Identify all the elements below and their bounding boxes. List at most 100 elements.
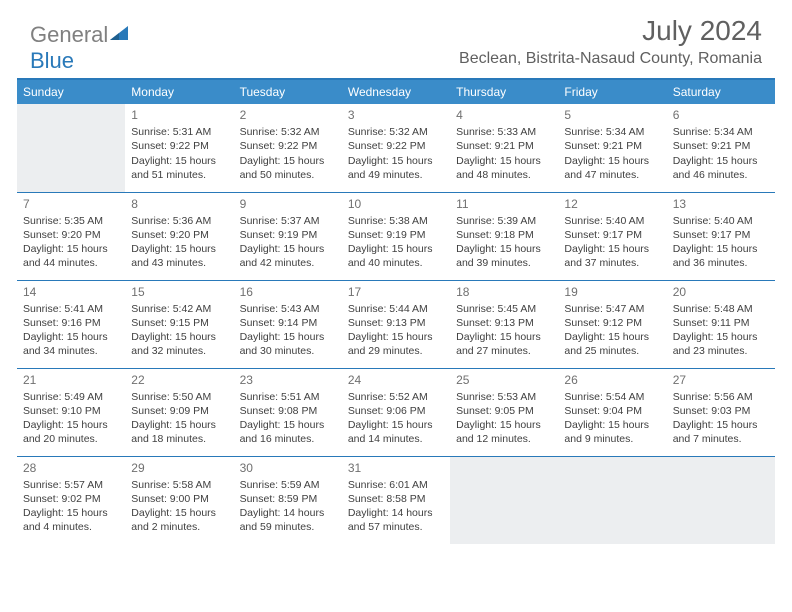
day-info-line: Daylight: 15 hours and 49 minutes. — [348, 154, 444, 182]
day-number: 12 — [564, 196, 660, 212]
day-info-line: Sunrise: 5:45 AM — [456, 302, 552, 316]
day-info-line: Sunrise: 5:38 AM — [348, 214, 444, 228]
day-number: 22 — [131, 372, 227, 388]
day-info-line: Sunset: 9:17 PM — [564, 228, 660, 242]
weekday-header: Saturday — [667, 79, 775, 104]
day-info-line: Daylight: 15 hours and 47 minutes. — [564, 154, 660, 182]
day-number: 4 — [456, 107, 552, 123]
day-number: 10 — [348, 196, 444, 212]
day-info-line: Sunrise: 5:52 AM — [348, 390, 444, 404]
day-info-line: Daylight: 15 hours and 32 minutes. — [131, 330, 227, 358]
day-info-line: Sunset: 9:08 PM — [240, 404, 336, 418]
day-number: 23 — [240, 372, 336, 388]
day-info-line: Sunrise: 5:39 AM — [456, 214, 552, 228]
day-info-line: Daylight: 15 hours and 2 minutes. — [131, 506, 227, 534]
calendar-week-row: 1Sunrise: 5:31 AMSunset: 9:22 PMDaylight… — [17, 104, 775, 192]
calendar-table: Sunday Monday Tuesday Wednesday Thursday… — [17, 78, 775, 544]
day-info-line: Sunrise: 5:59 AM — [240, 478, 336, 492]
day-number: 7 — [23, 196, 119, 212]
day-number: 29 — [131, 460, 227, 476]
calendar-day-cell — [450, 456, 558, 544]
day-info-line: Sunrise: 5:32 AM — [240, 125, 336, 139]
day-info-line: Daylight: 15 hours and 27 minutes. — [456, 330, 552, 358]
weekday-header: Tuesday — [234, 79, 342, 104]
day-info-line: Daylight: 15 hours and 40 minutes. — [348, 242, 444, 270]
calendar-day-cell: 27Sunrise: 5:56 AMSunset: 9:03 PMDayligh… — [667, 368, 775, 456]
weekday-header: Friday — [558, 79, 666, 104]
weekday-header: Thursday — [450, 79, 558, 104]
brand-logo: General Blue — [30, 20, 128, 74]
day-number: 27 — [673, 372, 769, 388]
day-info-line: Sunrise: 5:49 AM — [23, 390, 119, 404]
day-info-line: Daylight: 15 hours and 39 minutes. — [456, 242, 552, 270]
calendar-day-cell: 5Sunrise: 5:34 AMSunset: 9:21 PMDaylight… — [558, 104, 666, 192]
day-number: 25 — [456, 372, 552, 388]
day-info-line: Sunrise: 5:57 AM — [23, 478, 119, 492]
calendar-day-cell: 29Sunrise: 5:58 AMSunset: 9:00 PMDayligh… — [125, 456, 233, 544]
calendar-day-cell: 26Sunrise: 5:54 AMSunset: 9:04 PMDayligh… — [558, 368, 666, 456]
page-title: July 2024 — [642, 15, 762, 47]
day-number: 14 — [23, 284, 119, 300]
day-info-line: Daylight: 15 hours and 14 minutes. — [348, 418, 444, 446]
day-number: 21 — [23, 372, 119, 388]
day-number: 3 — [348, 107, 444, 123]
calendar-week-row: 14Sunrise: 5:41 AMSunset: 9:16 PMDayligh… — [17, 280, 775, 368]
day-info-line: Daylight: 15 hours and 34 minutes. — [23, 330, 119, 358]
calendar-day-cell: 28Sunrise: 5:57 AMSunset: 9:02 PMDayligh… — [17, 456, 125, 544]
day-number: 1 — [131, 107, 227, 123]
day-info-line: Sunset: 9:19 PM — [348, 228, 444, 242]
day-info-line: Sunset: 9:21 PM — [673, 139, 769, 153]
calendar-header-row: Sunday Monday Tuesday Wednesday Thursday… — [17, 79, 775, 104]
calendar-day-cell: 2Sunrise: 5:32 AMSunset: 9:22 PMDaylight… — [234, 104, 342, 192]
day-info-line: Sunset: 9:17 PM — [673, 228, 769, 242]
calendar-day-cell: 11Sunrise: 5:39 AMSunset: 9:18 PMDayligh… — [450, 192, 558, 280]
day-info-line: Daylight: 15 hours and 20 minutes. — [23, 418, 119, 446]
day-info-line: Sunset: 9:03 PM — [673, 404, 769, 418]
day-info-line: Daylight: 15 hours and 42 minutes. — [240, 242, 336, 270]
day-info-line: Sunrise: 5:44 AM — [348, 302, 444, 316]
day-number: 8 — [131, 196, 227, 212]
day-info-line: Daylight: 15 hours and 51 minutes. — [131, 154, 227, 182]
day-info-line: Daylight: 15 hours and 46 minutes. — [673, 154, 769, 182]
calendar-day-cell: 14Sunrise: 5:41 AMSunset: 9:16 PMDayligh… — [17, 280, 125, 368]
day-info-line: Sunrise: 5:35 AM — [23, 214, 119, 228]
calendar-day-cell: 20Sunrise: 5:48 AMSunset: 9:11 PMDayligh… — [667, 280, 775, 368]
calendar-day-cell: 3Sunrise: 5:32 AMSunset: 9:22 PMDaylight… — [342, 104, 450, 192]
day-info-line: Sunrise: 5:40 AM — [673, 214, 769, 228]
calendar-week-row: 21Sunrise: 5:49 AMSunset: 9:10 PMDayligh… — [17, 368, 775, 456]
day-info-line: Daylight: 15 hours and 25 minutes. — [564, 330, 660, 358]
calendar-day-cell: 22Sunrise: 5:50 AMSunset: 9:09 PMDayligh… — [125, 368, 233, 456]
day-info-line: Sunset: 9:12 PM — [564, 316, 660, 330]
day-info-line: Sunset: 9:04 PM — [564, 404, 660, 418]
day-info-line: Sunrise: 5:51 AM — [240, 390, 336, 404]
day-info-line: Sunset: 9:02 PM — [23, 492, 119, 506]
calendar-day-cell: 1Sunrise: 5:31 AMSunset: 9:22 PMDaylight… — [125, 104, 233, 192]
day-info-line: Sunset: 9:09 PM — [131, 404, 227, 418]
calendar-day-cell: 6Sunrise: 5:34 AMSunset: 9:21 PMDaylight… — [667, 104, 775, 192]
day-info-line: Sunrise: 5:50 AM — [131, 390, 227, 404]
day-info-line: Sunset: 9:00 PM — [131, 492, 227, 506]
calendar-day-cell: 25Sunrise: 5:53 AMSunset: 9:05 PMDayligh… — [450, 368, 558, 456]
day-number: 6 — [673, 107, 769, 123]
weekday-header: Sunday — [17, 79, 125, 104]
day-info-line: Sunrise: 5:33 AM — [456, 125, 552, 139]
day-info-line: Daylight: 15 hours and 44 minutes. — [23, 242, 119, 270]
day-info-line: Sunrise: 5:31 AM — [131, 125, 227, 139]
day-info-line: Daylight: 14 hours and 59 minutes. — [240, 506, 336, 534]
calendar-day-cell: 18Sunrise: 5:45 AMSunset: 9:13 PMDayligh… — [450, 280, 558, 368]
day-number: 24 — [348, 372, 444, 388]
day-number: 30 — [240, 460, 336, 476]
day-info-line: Daylight: 15 hours and 29 minutes. — [348, 330, 444, 358]
day-info-line: Sunrise: 6:01 AM — [348, 478, 444, 492]
day-number: 20 — [673, 284, 769, 300]
day-info-line: Sunrise: 5:41 AM — [23, 302, 119, 316]
calendar-day-cell: 13Sunrise: 5:40 AMSunset: 9:17 PMDayligh… — [667, 192, 775, 280]
day-info-line: Sunset: 9:13 PM — [348, 316, 444, 330]
day-info-line: Sunset: 9:11 PM — [673, 316, 769, 330]
day-info-line: Sunset: 9:22 PM — [348, 139, 444, 153]
day-info-line: Daylight: 15 hours and 4 minutes. — [23, 506, 119, 534]
day-number: 13 — [673, 196, 769, 212]
calendar-day-cell: 8Sunrise: 5:36 AMSunset: 9:20 PMDaylight… — [125, 192, 233, 280]
day-info-line: Sunset: 9:14 PM — [240, 316, 336, 330]
calendar-day-cell: 23Sunrise: 5:51 AMSunset: 9:08 PMDayligh… — [234, 368, 342, 456]
